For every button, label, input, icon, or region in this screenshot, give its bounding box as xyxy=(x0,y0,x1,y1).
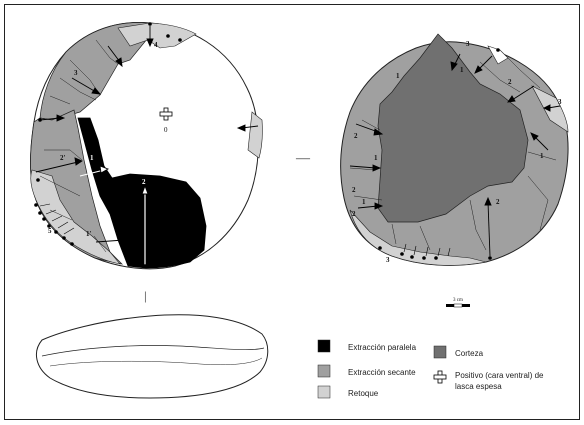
legend-swatch-retoque xyxy=(317,385,331,399)
flake-number: 2 xyxy=(352,186,356,194)
legend-label-positivo-2: lasca espesa xyxy=(455,382,502,391)
left-core: 0 1 2 3 4 5 2' 1' xyxy=(30,21,263,270)
flake-number: 2 xyxy=(142,178,146,186)
flake-number: 1 xyxy=(396,72,400,80)
right-corteza xyxy=(377,33,529,223)
left-retoque-top xyxy=(117,22,197,49)
legend-swatch-secante xyxy=(317,364,331,378)
left-retoque-arrows xyxy=(39,203,75,235)
left-arrows xyxy=(35,26,259,265)
flake-number: 2' xyxy=(60,154,66,162)
right-retoque-dots xyxy=(378,48,500,260)
flake-number: 2 xyxy=(354,132,358,140)
profile-inner-edge xyxy=(41,345,265,357)
flake-number: 1 xyxy=(362,198,366,206)
origin-label: 0 xyxy=(164,126,168,134)
legend-label-paralela: Extracción paralela xyxy=(348,343,417,352)
flake-number: 1 xyxy=(540,152,544,160)
profile-view xyxy=(35,314,269,399)
scale-bar: 3 cm xyxy=(446,298,470,308)
flake-number: 3 xyxy=(466,40,470,48)
legend-label-secante: Extracción secante xyxy=(348,368,416,377)
positivo-symbol-legend xyxy=(433,370,447,384)
flake-number: 1 xyxy=(460,66,464,74)
flake-number: 2 xyxy=(508,78,512,86)
legend-label-retoque: Retoque xyxy=(348,389,379,398)
positivo-symbol-left xyxy=(159,107,173,121)
separator-bar: | xyxy=(144,288,147,303)
flake-number: 3 xyxy=(74,69,78,77)
left-flake-numbers: 1 2 3 4 5 2' 1' xyxy=(48,41,158,238)
flake-number: 3 xyxy=(558,98,562,106)
right-retoque-lower xyxy=(349,209,487,266)
left-secante-upper xyxy=(39,22,153,121)
legend-label-corteza: Corteza xyxy=(455,349,484,358)
flake-number: 1 xyxy=(90,154,94,162)
left-retoque-lower xyxy=(30,169,121,265)
separator-dash: — xyxy=(295,151,311,166)
left-retoque-right xyxy=(247,111,263,159)
right-retoque-arrows xyxy=(403,243,451,257)
right-arrows xyxy=(349,53,561,257)
right-flake-numbers: 1 2 3 1 2 1 2 1 2 3 1 2 3 xyxy=(352,40,562,264)
right-core: 1 2 3 1 2 1 2 1 2 3 1 2 3 xyxy=(340,33,569,266)
scale-label: 3 cm xyxy=(453,298,463,303)
flake-number: 1' xyxy=(86,230,92,238)
flake-number: 5 xyxy=(48,227,52,235)
legend-swatch-paralela xyxy=(317,339,331,353)
flake-number: 2 xyxy=(496,198,500,206)
right-ridges xyxy=(349,49,557,251)
flake-number: 4 xyxy=(154,41,158,49)
flake-number: 2 xyxy=(352,210,356,218)
left-retoque-dots xyxy=(34,22,182,268)
flake-number: 1 xyxy=(374,154,378,162)
legend: Extracción paralela Extracción secante R… xyxy=(317,339,544,399)
legend-swatch-corteza xyxy=(433,345,447,359)
legend-label-positivo-1: Positivo (cara ventral) de xyxy=(455,371,544,380)
profile-outline xyxy=(35,314,269,399)
flake-number: 3 xyxy=(386,256,390,264)
figure-frame xyxy=(4,4,580,420)
profile-inner-edge-2 xyxy=(49,357,263,367)
